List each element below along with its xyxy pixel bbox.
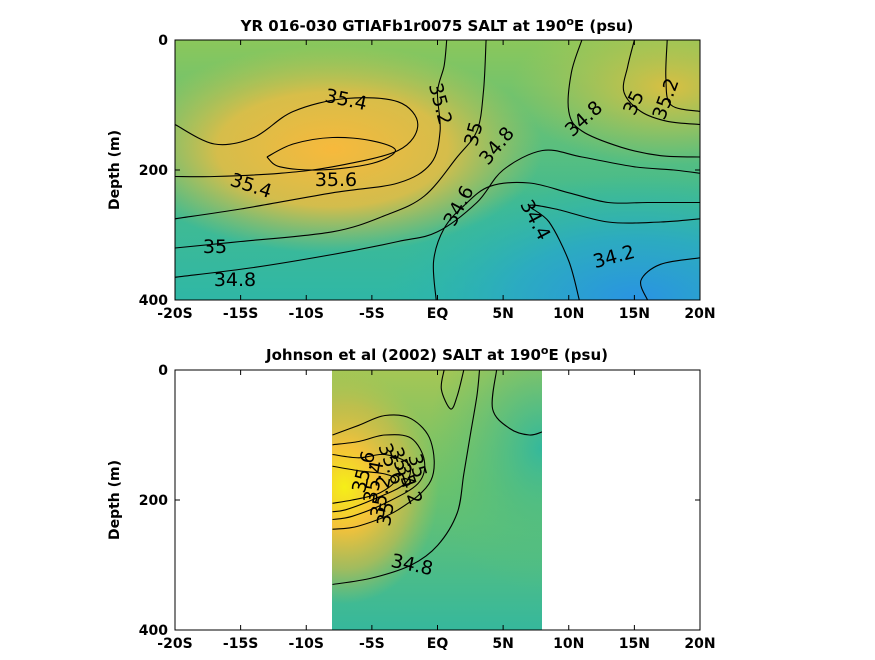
contour-line-35.6	[332, 465, 397, 504]
contour-line-35.2	[665, 40, 700, 113]
contour-line-34.4	[528, 204, 700, 300]
contour-line-35	[440, 370, 465, 410]
x-tick-label: EQ	[427, 306, 449, 322]
x-tick-label: -5S	[359, 636, 385, 652]
contour-label: 34.8	[214, 269, 256, 291]
x-tick-label: -15S	[223, 636, 258, 652]
contour-line-34.2	[639, 257, 700, 300]
contour-line-34.8	[332, 370, 481, 586]
top-panel: YR 016-030 GTIAFb1r0075 SALT at 190oE (p…	[107, 15, 716, 322]
top-x-axis: -20S -15S -10S -5S EQ 5N 10N 15N 20N	[157, 40, 716, 322]
x-tick-label: -20S	[157, 306, 192, 322]
x-tick-label: 5N	[492, 636, 513, 652]
contour-line-35.4	[332, 453, 411, 513]
y-tick-label: 0	[158, 363, 168, 379]
x-tick-label: -10S	[289, 636, 324, 652]
x-tick-label: 10N	[553, 636, 584, 652]
x-tick-label: 20N	[684, 636, 715, 652]
contour-line-35.4	[175, 97, 419, 178]
y-tick-label: 200	[139, 493, 168, 509]
x-tick-label: -5S	[359, 306, 385, 322]
top-chart-title: YR 016-030 GTIAFb1r0075 SALT at 190oE (p…	[240, 15, 634, 35]
bottom-x-axis: -20S -15S -10S -5S EQ 5N 10N 15N 20N	[157, 370, 716, 652]
x-tick-label: 15N	[619, 306, 650, 322]
contour-line-35	[332, 414, 435, 530]
bottom-heatmap	[332, 370, 542, 630]
contour-line-35.6	[266, 136, 397, 171]
x-tick-label: 5N	[492, 306, 513, 322]
contour-line-35	[622, 40, 700, 126]
top-y-axis: 0 200 400	[139, 33, 700, 309]
y-tick-label: 200	[139, 163, 168, 179]
x-tick-label: -10S	[289, 306, 324, 322]
contour-line-34.6	[432, 181, 700, 300]
bottom-y-axis: 0 200 400	[139, 363, 700, 639]
bottom-panel: Johnson et al (2002) SALT at 190oE (psu)…	[107, 344, 716, 652]
x-tick-label: -20S	[157, 636, 192, 652]
y-tick-label: 400	[139, 623, 168, 639]
top-heatmap	[175, 40, 700, 300]
contour-line-35.2	[175, 40, 448, 220]
contour-line-35	[175, 40, 487, 249]
contour-label: 35.6	[315, 169, 357, 191]
top-y-axis-label: Depth (m)	[107, 130, 123, 210]
contour-line-34.8	[175, 149, 700, 278]
top-contour-lines	[175, 40, 700, 300]
contour-line-34.8	[567, 40, 700, 158]
x-tick-label: 20N	[684, 306, 715, 322]
x-tick-label: EQ	[427, 636, 449, 652]
contour-line-35.2	[332, 434, 426, 521]
contour-label: 35	[203, 236, 227, 258]
contour-label: 35	[373, 500, 399, 528]
bottom-y-axis-label: Depth (m)	[107, 460, 123, 540]
contour-line-34.8	[491, 370, 542, 436]
x-tick-label: 15N	[619, 636, 650, 652]
x-tick-label: 10N	[553, 306, 584, 322]
y-tick-label: 400	[139, 293, 168, 309]
bottom-chart-title: Johnson et al (2002) SALT at 190oE (psu)	[265, 344, 608, 364]
x-tick-label: -15S	[223, 306, 258, 322]
bottom-contour-lines	[332, 370, 542, 586]
y-tick-label: 0	[158, 33, 168, 49]
